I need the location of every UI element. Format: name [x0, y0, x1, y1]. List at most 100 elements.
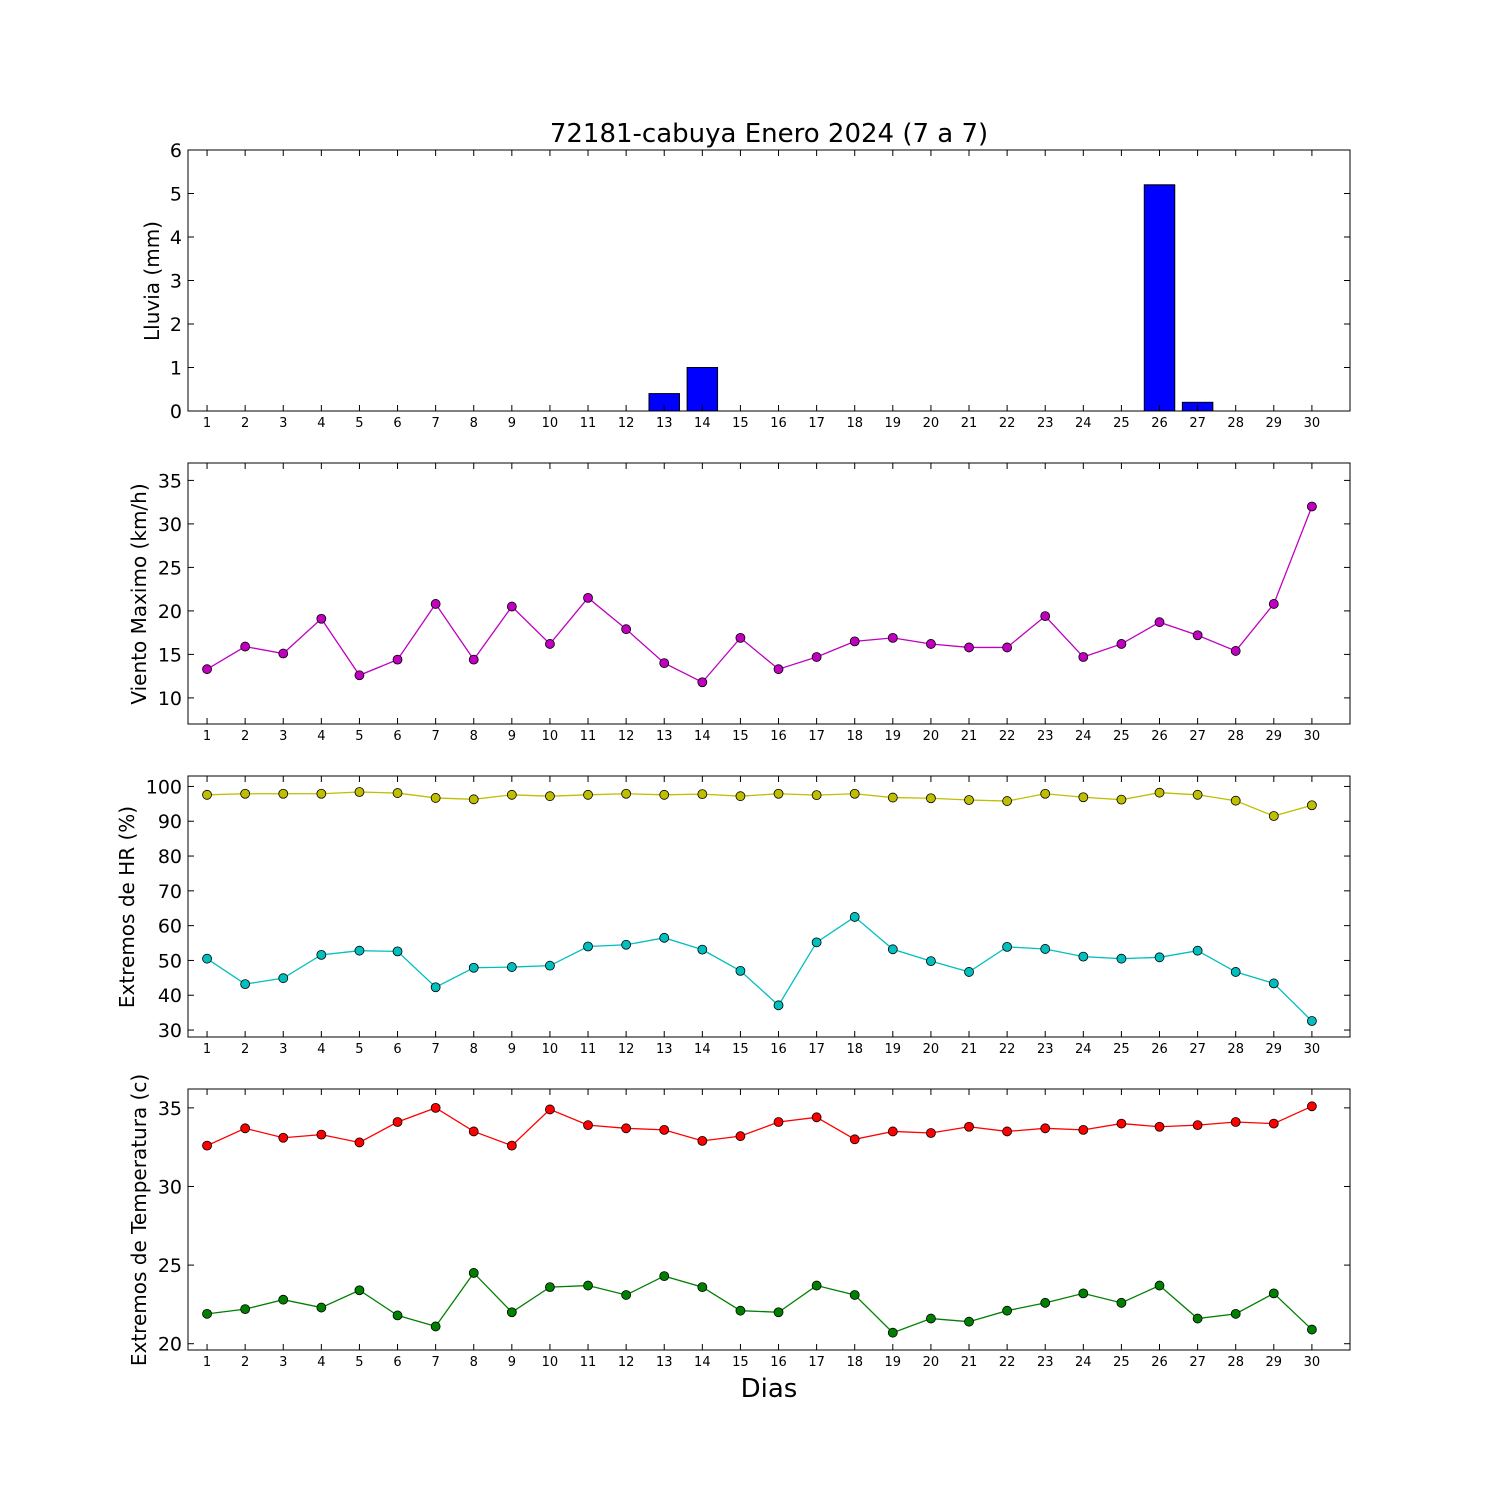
hr-min-point-22: [1002, 941, 1013, 952]
wind-max-point-28: [1230, 646, 1241, 656]
wind-max-point-1: [202, 664, 212, 675]
hr-max-point-26: [1154, 787, 1165, 798]
hr-min-point-26: [1154, 952, 1165, 963]
temperature-xtick-label: 10: [542, 1355, 559, 1370]
rainfall-xtick-label: 22: [999, 416, 1016, 431]
temp-min-point-6: [392, 1310, 403, 1321]
temp-max-point-30: [1307, 1101, 1317, 1112]
humidity-ytick-label: 70: [158, 881, 182, 903]
rainfall-ytick-label: 2: [170, 314, 182, 336]
hr-min-point-14: [697, 944, 708, 955]
hr-min-point-21: [964, 967, 974, 977]
temp-min-point-22: [1002, 1305, 1013, 1316]
hr-max-point-10: [545, 791, 555, 802]
rainfall-xtick-label: 27: [1189, 416, 1206, 431]
hr-min-point-15: [735, 965, 746, 976]
wind-max-point-18: [849, 636, 860, 647]
rainfall-xtick-label: 18: [846, 416, 863, 431]
humidity-xtick-label: 11: [580, 1042, 597, 1057]
max-wind-xtick-label: 16: [770, 729, 787, 744]
temperature-xtick-label: 27: [1189, 1355, 1206, 1370]
rainfall-xtick-label: 1: [203, 416, 211, 431]
temp-max-point-12: [621, 1123, 632, 1134]
temperature-ytick-label: 20: [158, 1334, 182, 1356]
temp-min-point-9: [506, 1307, 517, 1318]
temp-max-point-1: [202, 1140, 212, 1151]
hr-min-point-25: [1116, 953, 1127, 964]
hr-min-point-20: [926, 956, 936, 967]
hr-max-point-30: [1307, 800, 1317, 811]
hr-max-point-1: [202, 789, 212, 800]
temperature-xtick-label: 12: [618, 1355, 635, 1370]
temperature-xtick-label: 29: [1266, 1355, 1283, 1370]
rainfall-xtick-label: 12: [618, 416, 635, 431]
temperature-xtick-label: 21: [961, 1355, 978, 1370]
temperature-xtick-label: 5: [355, 1355, 363, 1370]
max-wind-xtick-label: 25: [1113, 729, 1130, 744]
hr-min-line: [206, 916, 1313, 1022]
hr-min-point-3: [278, 973, 289, 984]
wind-max-point-9: [506, 601, 517, 612]
temp-max-point-4: [316, 1129, 327, 1140]
wind-max-point-29: [1268, 599, 1279, 609]
hr-max-point-8: [468, 794, 479, 805]
hr-min-point-11: [583, 941, 593, 952]
humidity-xtick-label: 7: [431, 1042, 439, 1057]
hr-max-point-22: [1002, 796, 1013, 806]
temp-max-point-21: [964, 1121, 974, 1132]
temperature-xtick-label: 18: [846, 1355, 863, 1370]
temp-max-point-17: [811, 1112, 822, 1123]
max-wind-xtick-label: 27: [1189, 729, 1206, 744]
max-wind-xtick-label: 2: [241, 729, 249, 744]
hr-max-point-5: [354, 787, 365, 797]
temp-max-point-8: [468, 1126, 479, 1137]
temp-min-point-12: [621, 1290, 632, 1300]
humidity-xtick-label: 3: [279, 1042, 287, 1057]
humidity-xtick-label: 14: [694, 1042, 711, 1057]
wind-max-point-6: [392, 654, 403, 665]
rainfall-ytick-label: 0: [170, 401, 182, 423]
max-wind-xtick-label: 21: [961, 729, 978, 744]
hr-min-point-8: [468, 962, 479, 973]
temp-max-point-16: [773, 1117, 784, 1127]
hr-max-point-23: [1040, 788, 1051, 799]
rainfall-xtick-label: 7: [431, 416, 439, 431]
temp-max-point-25: [1116, 1118, 1127, 1129]
humidity-xtick-label: 10: [542, 1042, 559, 1057]
hr-min-point-18: [849, 912, 860, 922]
rainfall-xtick-label: 2: [241, 416, 249, 431]
humidity-xtick-label: 9: [508, 1042, 516, 1057]
wind-max-point-30: [1307, 501, 1317, 512]
temp-min-point-5: [354, 1285, 365, 1296]
hr-min-point-13: [659, 932, 670, 943]
hr-min-point-6: [392, 946, 403, 957]
x-axis-label: Dias: [741, 1374, 798, 1404]
hr-min-point-23: [1040, 944, 1051, 954]
temp-min-point-14: [697, 1282, 708, 1293]
wind-max-point-3: [278, 648, 289, 659]
hr-min-point-28: [1230, 967, 1241, 977]
hr-min-point-24: [1078, 951, 1089, 962]
wind-max-point-19: [887, 632, 898, 643]
max-wind-xtick-label: 6: [393, 729, 401, 744]
hr-min-point-30: [1307, 1016, 1317, 1026]
hr-min-point-1: [202, 953, 212, 964]
temp-min-point-27: [1192, 1313, 1203, 1324]
humidity-xtick-label: 20: [923, 1042, 940, 1057]
wind-max-point-26: [1154, 617, 1165, 628]
temp-min-point-7: [430, 1321, 441, 1332]
rainfall-ytick-label: 6: [170, 140, 182, 162]
hr-max-point-14: [697, 789, 708, 799]
humidity-ytick-label: 50: [158, 950, 182, 972]
rainfall-y-label: Lluvia (mm): [140, 221, 164, 341]
max-wind-xtick-label: 9: [508, 729, 516, 744]
wind-max-point-14: [697, 677, 708, 688]
temp-min-point-17: [811, 1280, 822, 1291]
rainfall-ytick-label: 4: [170, 227, 182, 249]
rainfall-ytick-label: 5: [170, 184, 182, 206]
humidity-ytick-label: 40: [158, 985, 182, 1007]
humidity-ytick-label: 100: [146, 776, 182, 798]
